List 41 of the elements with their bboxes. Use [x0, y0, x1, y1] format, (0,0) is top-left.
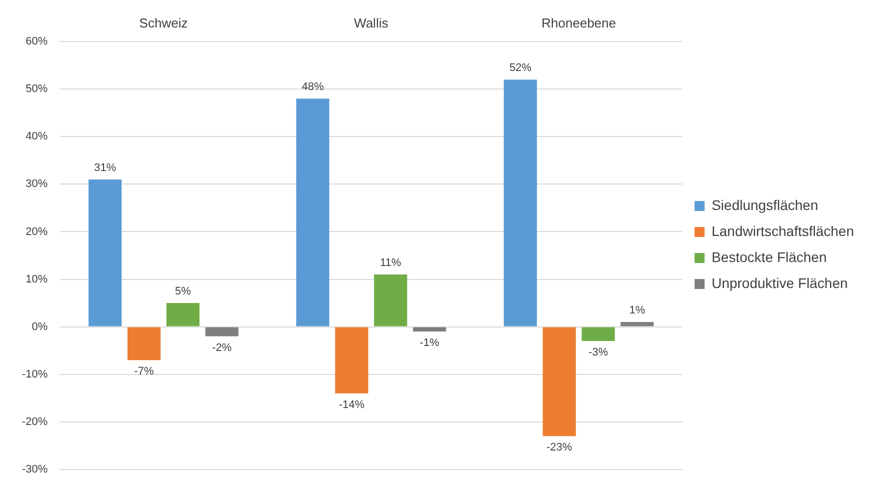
bar — [205, 327, 238, 336]
legend-label: Siedlungsflächen — [712, 196, 818, 213]
bar — [296, 98, 330, 326]
y-tick-label: 40% — [26, 130, 48, 143]
legend-label: Unproduktive Flächen — [712, 274, 848, 291]
bar — [582, 327, 615, 342]
y-tick-label: 60% — [26, 36, 48, 48]
data-label: 11% — [380, 257, 402, 270]
bar — [166, 303, 200, 326]
x-tick-label: Wallis — [354, 15, 389, 30]
bar — [127, 327, 161, 360]
data-label: -7% — [134, 366, 154, 378]
y-tick-label: 50% — [26, 83, 48, 96]
y-tick-label: 0% — [32, 320, 48, 333]
data-label: -14% — [338, 398, 365, 411]
bar — [412, 327, 446, 332]
data-label: -23% — [546, 442, 572, 454]
y-tick-label: -20% — [22, 416, 48, 428]
y-tick-label: -10% — [22, 368, 48, 380]
x-tick-label: Schweiz — [139, 15, 188, 30]
bar — [620, 322, 654, 326]
x-tick-label: Rhoneebene — [542, 15, 616, 30]
data-label: 31% — [94, 162, 116, 174]
data-label: -3% — [588, 346, 608, 359]
y-tick-label: 20% — [26, 226, 48, 238]
data-label: 48% — [302, 81, 324, 94]
legend-label: Landwirtschaftsflächen — [712, 222, 854, 239]
y-tick-label: 10% — [26, 273, 48, 286]
y-tick-label: -30% — [22, 463, 48, 476]
y-tick-label: 30% — [26, 178, 48, 190]
data-label: 1% — [629, 304, 646, 317]
data-label: 5% — [175, 286, 192, 298]
data-label: -2% — [212, 342, 232, 354]
legend-label: Bestockte Flächen — [712, 248, 827, 265]
bar — [335, 327, 368, 394]
bar — [542, 327, 576, 436]
data-label: 52% — [509, 62, 532, 74]
data-label: -1% — [420, 337, 440, 350]
bar — [374, 274, 408, 326]
bar — [504, 80, 537, 326]
bar — [88, 179, 122, 326]
